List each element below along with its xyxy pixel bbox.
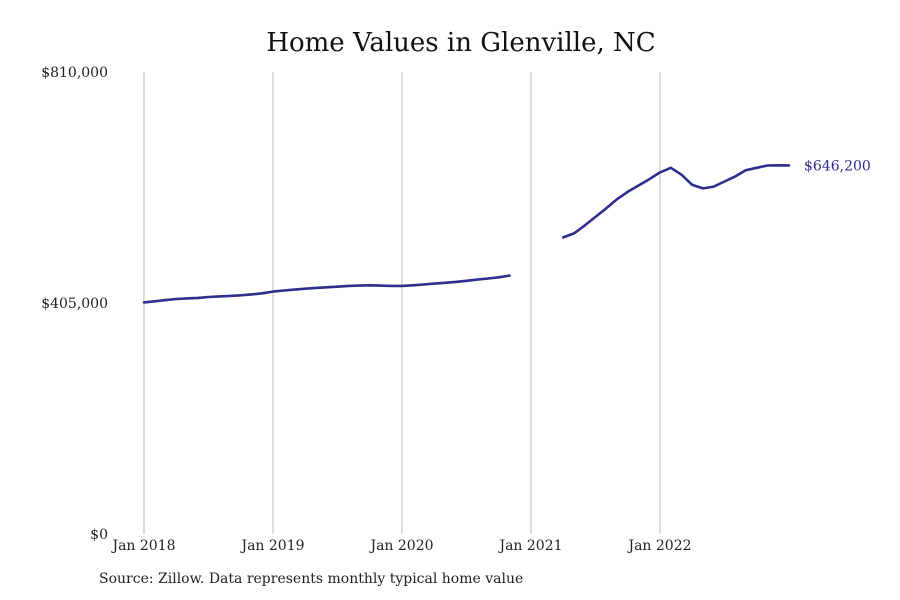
x-tick-label: Jan 2022 <box>626 538 691 554</box>
y-tick-label: $405,000 <box>41 296 108 312</box>
data-labels: $646,200 <box>804 158 871 174</box>
series-line-segment <box>562 164 791 239</box>
source-note: Source: Zillow. Data represents monthly … <box>99 571 524 587</box>
x-tick-label: Jan 2020 <box>368 538 433 554</box>
x-axis-ticks: Jan 2018 Jan 2019 Jan 2020 Jan 2021 Jan 2022 <box>110 538 691 554</box>
chart-title: Home Values in Glenville, NC <box>266 28 656 58</box>
y-axis-ticks: $0 $405,000 $810,000 <box>41 65 108 543</box>
gridlines <box>143 72 661 534</box>
y-tick-label: $0 <box>90 527 108 543</box>
end-value-label: $646,200 <box>804 158 871 174</box>
x-tick-label: Jan 2019 <box>239 538 304 554</box>
x-tick-label: Jan 2021 <box>497 538 562 554</box>
x-tick-label: Jan 2018 <box>110 538 175 554</box>
y-tick-label: $810,000 <box>41 65 108 81</box>
series-lines <box>142 164 791 304</box>
series-line-segment <box>142 274 511 304</box>
